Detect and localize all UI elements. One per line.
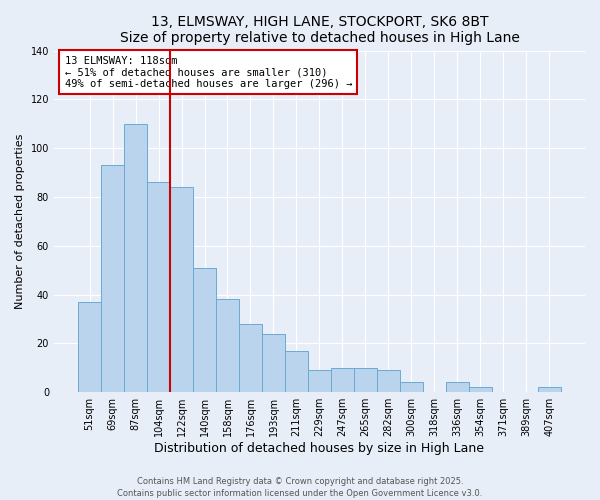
Bar [354,368,377,392]
Bar [262,334,285,392]
Bar [308,370,331,392]
Text: Contains HM Land Registry data © Crown copyright and database right 2025.
Contai: Contains HM Land Registry data © Crown c… [118,476,482,498]
Bar [377,370,400,392]
Bar [538,388,561,392]
Bar [469,388,492,392]
Bar [216,300,239,392]
Bar [124,124,147,392]
Bar [170,187,193,392]
Title: 13, ELMSWAY, HIGH LANE, STOCKPORT, SK6 8BT
Size of property relative to detached: 13, ELMSWAY, HIGH LANE, STOCKPORT, SK6 8… [119,15,520,45]
Bar [78,302,101,392]
Text: 13 ELMSWAY: 118sqm
← 51% of detached houses are smaller (310)
49% of semi-detach: 13 ELMSWAY: 118sqm ← 51% of detached hou… [65,56,352,89]
Bar [101,165,124,392]
Bar [193,268,216,392]
Bar [446,382,469,392]
Bar [147,182,170,392]
Bar [400,382,423,392]
X-axis label: Distribution of detached houses by size in High Lane: Distribution of detached houses by size … [154,442,484,455]
Bar [239,324,262,392]
Y-axis label: Number of detached properties: Number of detached properties [15,134,25,309]
Bar [285,350,308,392]
Bar [331,368,354,392]
